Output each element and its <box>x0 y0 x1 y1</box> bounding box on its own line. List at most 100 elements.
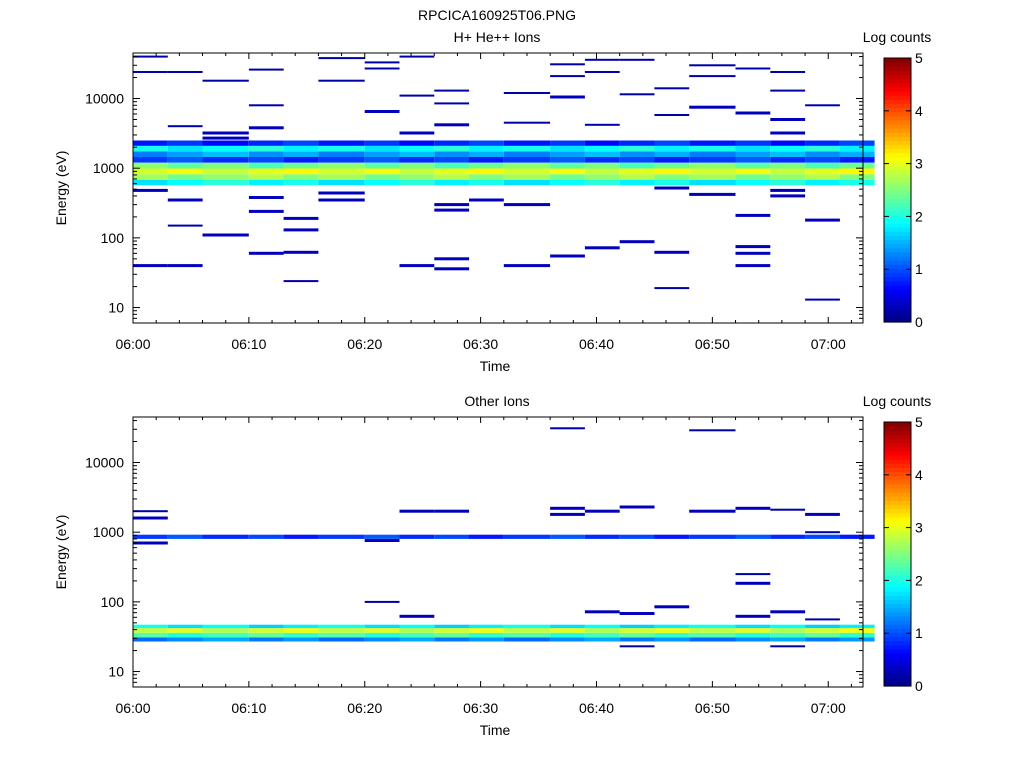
heatmap-cell <box>364 67 400 70</box>
heatmap-band-cell <box>550 151 585 157</box>
colorbar-step <box>884 297 911 302</box>
heatmap-band-cell <box>584 637 620 642</box>
heatmap-cell <box>503 92 551 94</box>
heatmap-cell <box>283 228 319 232</box>
heatmap-cell <box>735 213 771 217</box>
heatmap-band-cell <box>735 151 771 157</box>
panel-other-ions: Other Ions 06:00 06:10 06:20 06:30 06:40 06:5… <box>53 393 931 738</box>
heatmap-band-cell <box>619 624 655 629</box>
heatmap-band-cell <box>503 628 551 633</box>
colorbar-step <box>884 103 911 109</box>
heatmap-band-cell <box>364 140 400 146</box>
heatmap-band-cell <box>248 534 284 539</box>
heatmap-band-cell <box>283 628 319 633</box>
heatmap-band-cell <box>469 145 504 152</box>
heatmap-band-cell <box>619 174 655 180</box>
heatmap-band-cell <box>619 632 655 638</box>
heatmap-band-cell <box>167 156 203 163</box>
colorbar-tick-label: 5 <box>915 50 923 66</box>
heatmap-cell <box>584 71 620 73</box>
heatmap-band-cell <box>839 534 875 539</box>
heatmap-band-cell <box>619 145 655 152</box>
colorbar-step <box>884 644 911 650</box>
colorbar-step <box>884 157 911 162</box>
heatmap-band-cell <box>318 140 365 146</box>
heatmap-band-cell <box>689 156 736 163</box>
colorbar-step <box>884 587 911 592</box>
heatmap-band-cell <box>550 168 585 175</box>
x-tick-label: 07:00 <box>811 700 846 716</box>
colorbar-step <box>884 459 911 464</box>
heatmap-band-cell <box>469 632 504 638</box>
heatmap-band-cell <box>550 624 585 629</box>
heatmap-band-cell <box>469 140 504 146</box>
colorbar-step <box>884 665 911 671</box>
colorbar-step <box>884 268 911 274</box>
colorbar-step <box>884 657 911 662</box>
heatmap-band-cell <box>654 145 690 152</box>
x-tick-label: 06:50 <box>695 336 730 352</box>
heatmap-band-cell <box>133 168 168 175</box>
heatmap-band-cell <box>805 140 840 146</box>
heatmap-band-cell <box>434 624 470 629</box>
colorbar-step <box>884 496 911 501</box>
heatmap-band-cell <box>434 179 470 186</box>
heatmap-band-cell <box>654 624 690 629</box>
heatmap-band-cell <box>248 628 284 633</box>
heatmap-band-cell <box>167 637 203 642</box>
panel1-plot-frame <box>132 52 864 324</box>
colorbar-step <box>884 62 911 67</box>
heatmap-band-cell <box>248 140 284 146</box>
colorbar-step <box>884 648 911 654</box>
colorbar-step <box>884 132 911 137</box>
panel2-plot-frame <box>132 416 864 688</box>
heatmap-cell <box>248 209 284 213</box>
heatmap-band-cell <box>202 179 249 186</box>
heatmap-cell <box>770 131 806 135</box>
heatmap-cell <box>735 251 771 255</box>
heatmap-band-cell <box>283 624 319 629</box>
heatmap-band-cell <box>283 179 319 186</box>
heatmap-band-cell <box>770 637 806 642</box>
heatmap-band-cell <box>202 151 249 157</box>
heatmap-band-cell <box>364 145 400 152</box>
heatmap-cell <box>399 55 435 58</box>
heatmap-band-cell <box>167 628 203 633</box>
heatmap-band-cell <box>399 637 435 642</box>
heatmap-cell <box>550 75 585 78</box>
colorbar-frame <box>883 57 912 323</box>
panel2-colorbar-label: Log counts <box>863 393 932 409</box>
colorbar-step <box>884 455 911 460</box>
colorbar-step <box>884 673 911 679</box>
colorbar-step <box>884 450 911 456</box>
colorbar-step <box>884 467 911 473</box>
colorbar-step <box>884 624 911 629</box>
colorbar-step <box>884 227 911 232</box>
heatmap-band-cell <box>735 628 771 633</box>
heatmap-band-cell <box>469 162 504 169</box>
heatmap-band-cell <box>283 145 319 152</box>
heatmap-cell <box>248 196 284 199</box>
heatmap-band-cell <box>399 179 435 186</box>
heatmap-band-cell <box>839 174 875 180</box>
heatmap-cell <box>689 75 736 78</box>
heatmap-band-cell <box>364 168 400 175</box>
colorbar-step <box>884 223 911 228</box>
heatmap-cell <box>550 506 585 510</box>
heatmap-band-cell <box>434 151 470 157</box>
heatmap-band-cell <box>584 162 620 169</box>
colorbar-step <box>884 541 911 547</box>
colorbar-step <box>884 190 911 195</box>
heatmap-band-cell <box>584 632 620 638</box>
heatmap-band-cell <box>654 637 690 642</box>
heatmap-band-cell <box>364 179 400 186</box>
colorbar-tick-label: 0 <box>915 678 923 694</box>
heatmap-band-cell <box>839 140 875 146</box>
y-tick-label: 10 <box>108 664 124 680</box>
heatmap-band-cell <box>770 534 806 539</box>
heatmap-cell <box>619 645 655 648</box>
heatmap-cell <box>735 581 771 585</box>
x-tick-label: 06:10 <box>231 336 266 352</box>
panel1-colorbar-label: Log counts <box>863 29 932 45</box>
colorbar-step <box>884 430 911 435</box>
